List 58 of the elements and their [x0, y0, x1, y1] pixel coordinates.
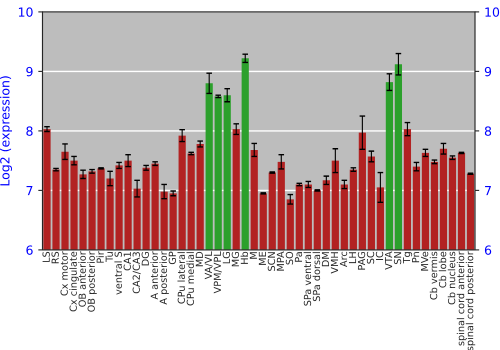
y-axis-title: Log2 (expression)	[0, 76, 12, 186]
y-tick-label: 10	[18, 7, 33, 17]
x-tick-label: VMH	[330, 252, 338, 274]
x-tick-label: MPA	[276, 251, 284, 271]
x-tick-label: MVe	[421, 252, 428, 271]
y2-tick-label: 9	[484, 66, 492, 76]
x-tick-label: VTA	[384, 251, 392, 270]
x-tick-label: SCN	[268, 252, 276, 271]
x-tick-label: DM	[322, 252, 330, 266]
x-tick-label: Arc	[340, 252, 348, 267]
x-tick-label: Cx cingulate	[69, 252, 79, 312]
x-tick-label: CA2/CA3	[132, 252, 141, 294]
x-tick-label: RS	[51, 252, 59, 264]
x-tick-label: VA/VL	[204, 251, 213, 280]
x-tick-label: MG	[232, 252, 240, 266]
x-tick-label: A anterior	[150, 251, 158, 300]
y-tick-label: 7	[26, 186, 32, 196]
x-tick-label: CPu lateral	[177, 252, 185, 304]
y-tick-label: 8	[26, 126, 33, 136]
y2-tick-label: 6	[484, 245, 492, 255]
x-tick-label: Pir	[96, 251, 104, 263]
x-tick-label: Pn	[412, 252, 420, 262]
x-tick-label: SN	[394, 252, 402, 264]
y-tick-label: 6	[26, 245, 33, 255]
x-tick-label: CA1	[124, 252, 131, 270]
x-tick-label: SPa ventral	[304, 252, 312, 306]
x-tick-label: LG	[222, 252, 230, 264]
x-tick-label: M	[250, 252, 257, 259]
x-tick-label: PAG	[358, 252, 366, 270]
x-tick-label: ME	[258, 252, 266, 265]
y-tick-label: 9	[26, 66, 33, 76]
x-tick-label: spinal cord anterior	[456, 251, 466, 346]
x-tick-label: IC	[376, 252, 384, 260]
y2-tick-label: 7	[485, 186, 491, 196]
x-tick-label: GP	[168, 252, 176, 264]
x-tick-label: LS	[42, 252, 50, 262]
x-tick-label: Cb lobe	[438, 252, 446, 288]
x-tick-label: OB posterior	[87, 251, 97, 312]
x-tick-label: VPM/VPL	[214, 251, 222, 294]
x-tick-label: Cb nucleus	[448, 252, 456, 304]
x-tick-label: A posterior	[159, 251, 169, 305]
x-tick-label: DG	[142, 252, 149, 266]
x-tick-label: ventral S	[114, 252, 122, 295]
x-tick-label: Pa	[294, 252, 302, 262]
y2-tick-label: 8	[484, 126, 492, 136]
x-tick-label: Hb	[240, 252, 248, 264]
x-tick-label: SC	[366, 252, 374, 264]
x-tick-label: Tg	[403, 252, 412, 264]
x-tick-label: MD	[196, 252, 203, 266]
x-tick-label: SPa dorsal	[312, 252, 320, 302]
y2-tick-label: 10	[485, 7, 500, 17]
x-tick-label: Cb vermis	[430, 252, 438, 300]
x-tick-label: CPu medial	[186, 252, 194, 306]
x-tick-label: Cx motor	[60, 251, 68, 296]
x-tick-label: SO	[286, 252, 294, 264]
x-tick-label: LH	[348, 252, 356, 264]
x-tick-label: Tu	[106, 252, 113, 262]
x-tick-label: OB anterior	[78, 251, 86, 307]
